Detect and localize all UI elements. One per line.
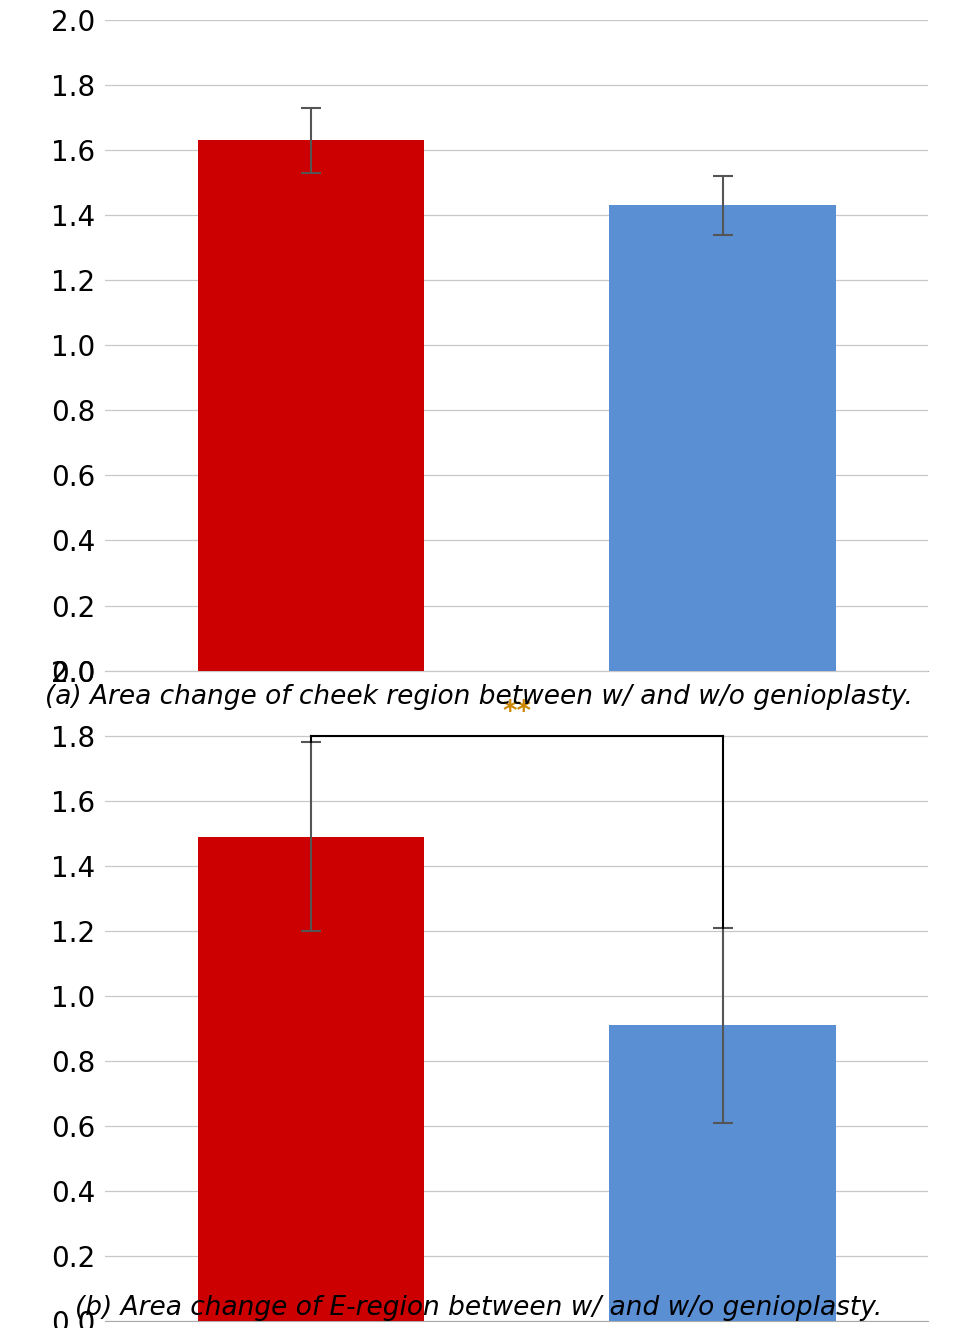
- Text: (a) Area change of cheek region between w/ and w/o genioplasty.: (a) Area change of cheek region between …: [45, 684, 912, 710]
- Bar: [610, 1025, 835, 1321]
- Text: **: **: [502, 699, 531, 726]
- Bar: [610, 206, 835, 671]
- Bar: [198, 141, 424, 671]
- Text: (b) Area change of E-region between w/ and w/o genioplasty.: (b) Area change of E-region between w/ a…: [75, 1295, 882, 1321]
- Bar: [198, 837, 424, 1321]
